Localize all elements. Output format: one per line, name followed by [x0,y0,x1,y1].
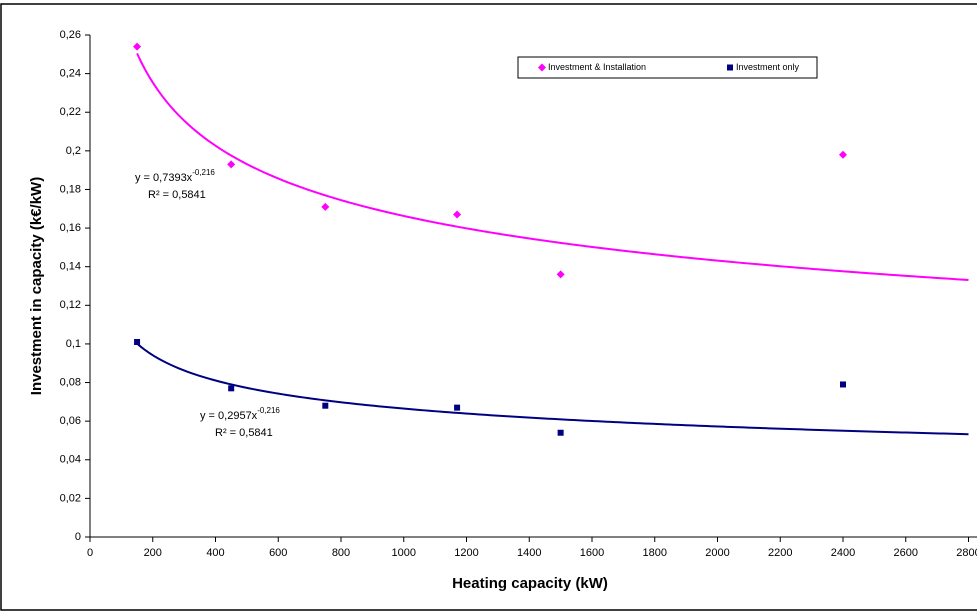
marker [557,429,564,436]
x-tick-label: 2400 [831,547,855,559]
equation-exponent: -0,216 [257,406,280,415]
y-tick-label: 0,08 [60,376,81,388]
x-tick-label: 1400 [517,547,541,559]
equation-base: y = 0,2957x [200,410,258,422]
x-tick-label: 200 [144,547,162,559]
x-tick-label: 2200 [768,547,792,559]
legend-marker [727,64,733,71]
legend-label: Investment only [736,62,800,72]
y-tick-label: 0 [75,531,81,543]
y-tick-label: 0,12 [60,299,81,311]
x-tick-label: 600 [269,547,287,559]
y-tick-label: 0,18 [60,183,81,195]
marker [134,338,141,345]
marker [839,150,847,159]
marker [454,404,461,411]
y-tick-label: 0,04 [60,454,81,466]
trendline-equation: y = 0,2957x-0,216 [200,406,280,422]
y-tick-label: 0,22 [60,106,81,118]
legend-label: Investment & Installation [548,62,646,72]
y-axis-label: Investment in capacity (k€/kW) [28,177,45,395]
marker [453,210,462,219]
equation-exponent: -0,216 [192,168,215,177]
y-tick-label: 0,2 [66,145,81,157]
x-tick-label: 2000 [705,547,729,559]
x-tick-label: 2600 [894,547,918,559]
x-tick-label: 0 [87,547,93,559]
legend-marker [538,63,546,72]
x-tick-label: 1600 [580,547,604,559]
x-tick-label: 800 [332,547,350,559]
chart-border [0,3,977,611]
y-tick-label: 0,1 [66,338,81,350]
x-tick-label: 1000 [392,547,416,559]
marker [840,381,846,388]
x-tick-label: 1800 [643,547,667,559]
trendline-r2: R² = 0,5841 [148,189,206,201]
y-tick-label: 0,14 [60,261,81,273]
trendline [136,342,969,436]
marker [228,385,235,392]
y-tick-label: 0,24 [60,68,81,80]
x-tick-label: 2800 [956,547,977,559]
marker [321,202,330,211]
trendline-equation: y = 0,7393x-0,216 [135,168,215,184]
y-tick-label: 0,26 [60,29,81,41]
marker [556,270,565,279]
y-tick-label: 0,16 [60,222,81,234]
marker [227,160,236,169]
marker [322,402,329,409]
equation-base: y = 0,7393x [135,172,193,184]
marker [133,42,142,51]
x-tick-label: 1200 [454,547,478,559]
trendline [136,52,969,281]
y-tick-label: 0,02 [60,492,81,504]
trendline-r2: R² = 0,5841 [215,427,273,439]
legend-box [517,56,818,79]
y-tick-label: 0,06 [60,415,81,427]
x-tick-label: 400 [206,547,224,559]
x-axis-label: Heating capacity (kW) [452,575,608,592]
